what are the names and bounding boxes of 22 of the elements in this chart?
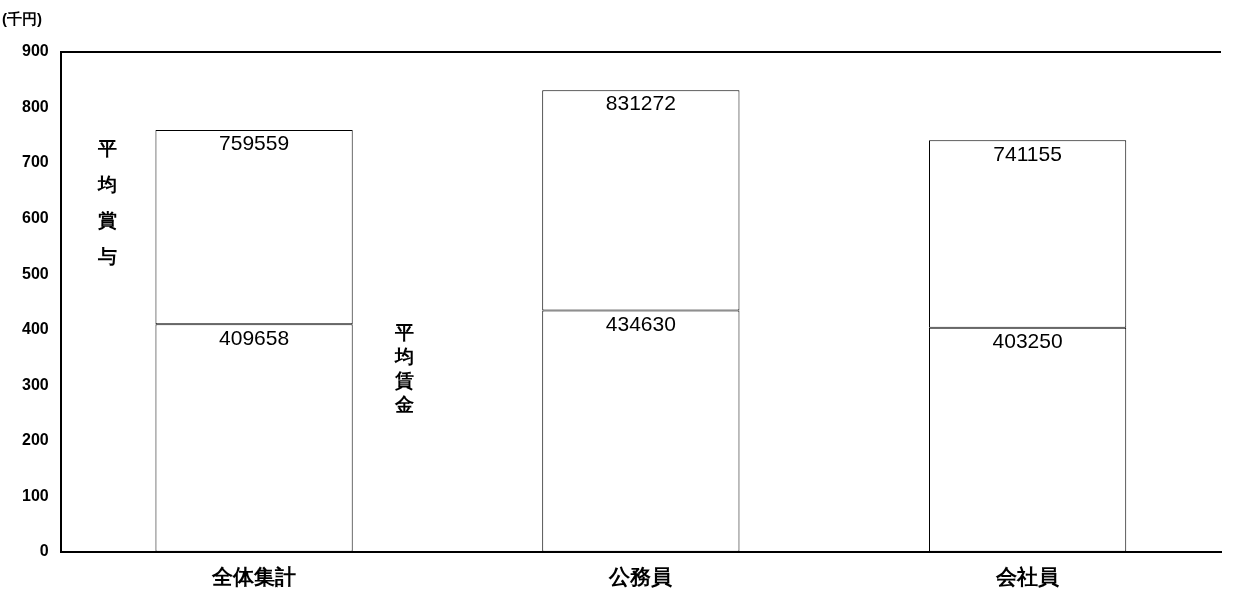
x-tick-label: 公務員	[608, 565, 673, 589]
y-tick-label: 500	[21, 264, 49, 282]
annotation: 434630	[605, 311, 676, 335]
y-tick-label: 200	[21, 431, 49, 449]
x-tick-label: 全体集計	[211, 565, 297, 589]
annotation: 831272	[605, 91, 676, 115]
y-tick-label: 700	[21, 153, 49, 171]
y-tick-label: 400	[21, 320, 49, 338]
x-tick-label: 会社員	[995, 565, 1060, 589]
annotation: 403250	[992, 329, 1063, 353]
annotation: 409658	[219, 325, 290, 349]
y-tick-label: 0	[39, 542, 49, 560]
annotation: 741155	[993, 141, 1062, 165]
y-tick-label: 600	[21, 209, 49, 227]
text: 平均賞与	[96, 137, 117, 267]
text: 平均賃金	[394, 322, 415, 416]
y-tick-label: 100	[21, 486, 49, 504]
y-tick-label: 800	[21, 97, 49, 115]
y-axis-title: (千円)	[2, 9, 42, 27]
y-tick-label: 300	[21, 375, 49, 393]
y-tick-label: 900	[21, 42, 49, 60]
annotation: 759559	[219, 131, 290, 155]
